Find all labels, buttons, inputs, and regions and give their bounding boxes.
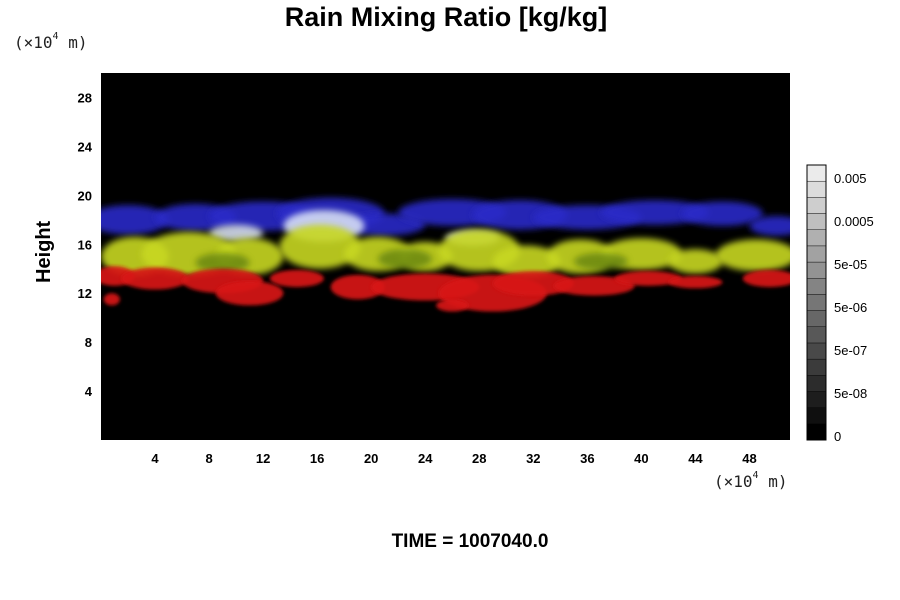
y-tick-label: 24 (78, 139, 93, 154)
y-tick-label: 8 (85, 335, 92, 350)
rain-blob (209, 224, 264, 242)
rain-blob (715, 239, 790, 272)
colorbar-step (806, 391, 827, 408)
x-axis: 4 8 12 16 20 24 28 32 36 40 44 48 (151, 451, 756, 466)
x-tick-label: 40 (634, 451, 648, 466)
rain-blob (344, 213, 426, 236)
rain-blob (330, 274, 385, 300)
colorbar-step (806, 213, 827, 230)
x-tick-label: 20 (364, 451, 378, 466)
rain-blob (377, 249, 432, 269)
colorbar-step (806, 423, 827, 441)
colorbar-step (806, 278, 827, 295)
colorbar-step (806, 229, 827, 247)
colorbar-step (806, 245, 827, 263)
x-tick-label: 16 (310, 451, 324, 466)
rain-blob (269, 269, 324, 288)
colorbar-step (806, 326, 827, 344)
rain-blob (600, 200, 709, 225)
y-axis: 4 8 12 16 20 24 28 (78, 90, 93, 399)
rain-blob (101, 205, 169, 235)
rain-blob (103, 293, 120, 306)
colorbar-label: 5e-07 (834, 343, 867, 358)
rain-blob (121, 267, 189, 290)
colorbar-step (806, 197, 827, 214)
x-tick-label: 44 (688, 451, 703, 466)
rain-blob (668, 249, 723, 274)
colorbar-step (806, 261, 827, 279)
rain-blob (573, 252, 628, 270)
rain-blob (749, 216, 790, 236)
chart-title: Rain Mixing Ratio [kg/kg] (284, 2, 608, 32)
colorbar-step (806, 164, 827, 182)
rain-blob (614, 271, 682, 286)
colorbar-step (806, 294, 827, 311)
x-tick-label: 28 (472, 451, 486, 466)
y-tick-label: 4 (85, 384, 93, 399)
rain-blob (279, 224, 361, 269)
x-tick-label: 24 (418, 451, 433, 466)
colorbar-label: 5e-06 (834, 300, 867, 315)
y-tick-label: 16 (78, 237, 92, 252)
colorbar-label: 0.0005 (834, 214, 874, 229)
x-tick-label: 8 (205, 451, 212, 466)
colorbar-step (806, 375, 827, 392)
x-tick-label: 4 (151, 451, 159, 466)
colorbar-label: 5e-05 (834, 257, 867, 272)
x-axis-unit: (×104 m) (714, 470, 788, 491)
colorbar-frame (806, 164, 827, 441)
colorbar: 0.005 0.0005 5e-05 5e-06 5e-07 5e-08 0 (806, 164, 874, 444)
x-tick-label: 36 (580, 451, 594, 466)
rain-blob (215, 280, 284, 306)
x-tick-label: 32 (526, 451, 540, 466)
y-axis-unit: (×104 m) (14, 31, 88, 52)
time-label: TIME = 1007040.0 (391, 531, 549, 552)
colorbar-label: 5e-08 (834, 386, 867, 401)
x-tick-label: 48 (742, 451, 756, 466)
colorbar-step (806, 342, 827, 360)
y-tick-label: 28 (78, 90, 92, 105)
rain-blob (681, 201, 763, 226)
rain-blob (742, 269, 790, 288)
rain-blob (492, 245, 561, 278)
colorbar-label: 0 (834, 429, 841, 444)
colorbar-step (806, 407, 827, 425)
rain-blob (668, 276, 723, 289)
y-tick-label: 12 (78, 286, 92, 301)
rain-blob (553, 276, 635, 296)
y-tick-label: 20 (78, 188, 92, 203)
x-tick-label: 12 (256, 451, 270, 466)
rain-blob (436, 299, 469, 312)
rain-blob (492, 271, 574, 296)
rain-field (101, 197, 790, 312)
colorbar-step (806, 310, 827, 327)
colorbar-step (806, 180, 827, 198)
colorbar-label: 0.005 (834, 171, 867, 186)
rain-blob (195, 252, 250, 273)
colorbar-step (806, 358, 827, 376)
